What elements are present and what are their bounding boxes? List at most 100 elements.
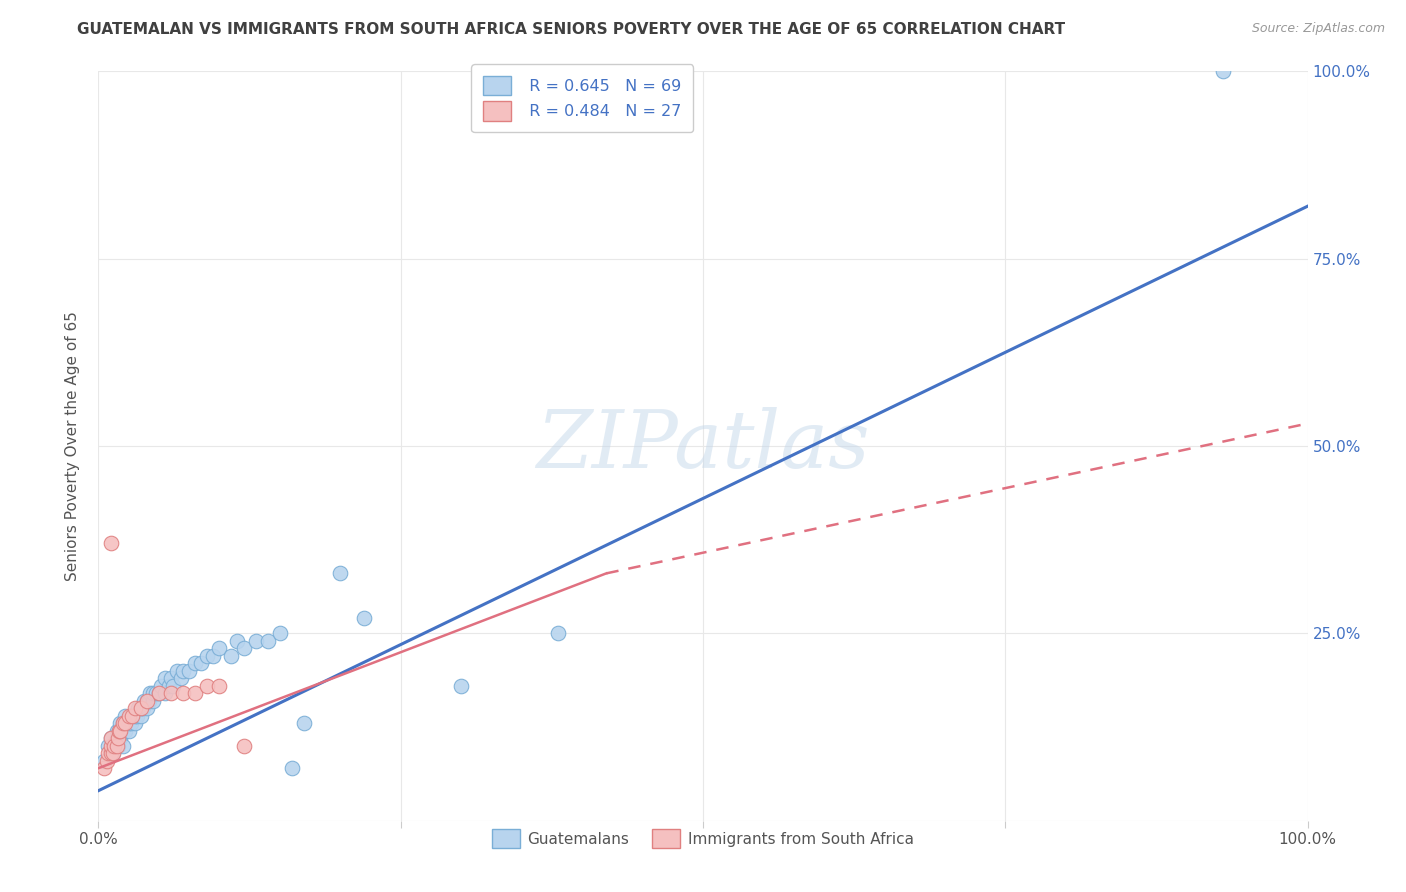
Point [184,657,207,671]
Point [292,716,315,731]
Point [114,708,136,723]
Point [118,708,141,723]
Point [160,671,183,685]
Point [221,648,243,663]
Point [132,701,155,715]
Point [142,694,165,708]
Point [353,611,375,625]
Point [101,746,124,760]
Point [245,633,267,648]
Point [127,708,149,723]
Point [142,686,165,700]
Point [111,739,134,753]
Point [139,686,162,700]
Point [129,708,152,723]
Point [108,723,131,738]
Point [135,694,157,708]
Point [105,731,128,746]
Point [100,746,122,760]
Point [114,716,136,731]
Point [108,731,131,746]
Point [127,701,149,715]
Point [145,686,167,700]
Point [129,701,152,715]
Point [103,739,125,753]
Point [107,731,129,746]
Point [138,694,160,708]
Point [105,739,128,753]
Point [153,686,176,700]
Point [101,746,124,760]
Text: GUATEMALAN VS IMMIGRANTS FROM SOUTH AFRICA SENIORS POVERTY OVER THE AGE OF 65 CO: GUATEMALAN VS IMMIGRANTS FROM SOUTH AFRI… [77,22,1066,37]
Point [202,648,225,663]
Point [172,686,194,700]
Point [103,739,125,753]
Point [118,708,141,723]
Point [115,716,138,731]
Point [160,686,183,700]
Point [150,679,173,693]
Point [107,739,129,753]
Point [1212,64,1234,78]
Point [172,664,194,678]
Point [195,679,218,693]
Point [124,701,146,715]
Point [107,731,129,746]
Point [100,739,122,753]
Point [547,626,569,640]
Point [281,761,304,775]
Point [226,633,249,648]
Point [208,679,231,693]
Point [93,761,115,775]
Point [105,723,128,738]
Point [97,739,120,753]
Point [232,739,254,753]
Point [169,671,191,685]
Point [124,708,146,723]
Point [166,664,188,678]
Point [108,723,131,738]
Point [195,648,218,663]
Point [100,731,122,746]
Point [190,657,212,671]
Text: ZIPatlas: ZIPatlas [536,408,870,484]
Point [111,716,134,731]
Point [135,694,157,708]
Point [148,686,170,700]
Point [450,679,472,693]
Point [148,686,170,700]
Text: Source: ZipAtlas.com: Source: ZipAtlas.com [1251,22,1385,36]
Point [153,671,176,685]
Point [100,536,122,550]
Point [108,716,131,731]
Point [232,641,254,656]
Point [97,746,120,760]
Point [269,626,291,640]
Point [121,708,143,723]
Point [101,739,124,753]
Point [118,723,141,738]
Point [118,716,141,731]
Point [120,716,142,731]
Point [129,701,152,715]
Legend: Guatemalans, Immigrants from South Africa: Guatemalans, Immigrants from South Afric… [486,823,920,855]
Point [208,641,231,656]
Point [93,754,115,768]
Point [114,723,136,738]
Point [111,716,134,731]
Point [121,708,143,723]
Point [162,679,184,693]
Point [157,679,180,693]
Point [100,731,122,746]
Point [179,664,201,678]
Point [134,694,156,708]
Point [124,716,146,731]
Point [100,746,122,760]
Point [108,723,131,738]
Y-axis label: Seniors Poverty Over the Age of 65: Seniors Poverty Over the Age of 65 [65,311,80,581]
Point [111,723,134,738]
Point [329,566,352,581]
Point [96,754,118,768]
Point [184,686,207,700]
Point [256,633,278,648]
